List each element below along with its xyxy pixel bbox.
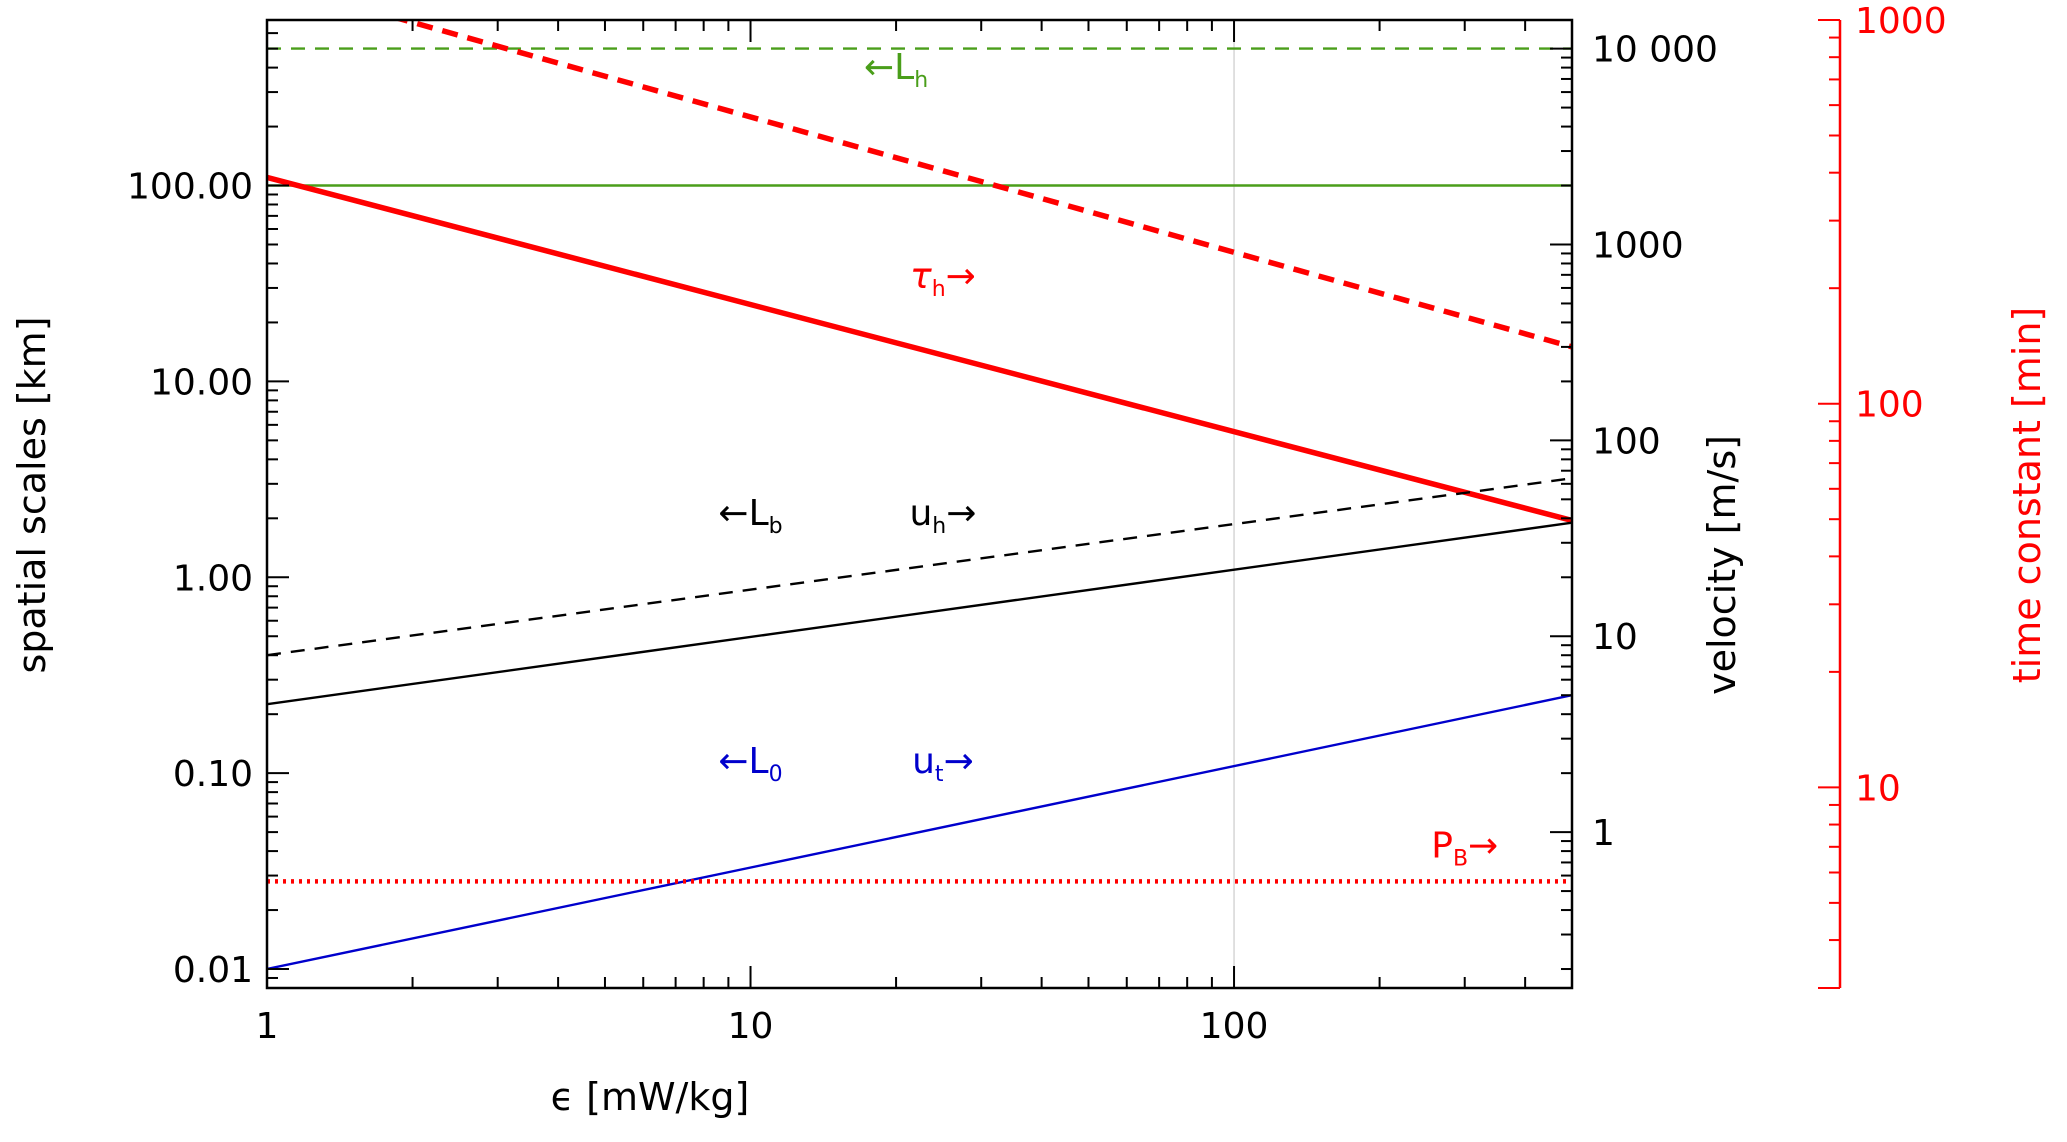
y-velocity-tick-label: 100 (1592, 421, 1661, 462)
annotation-arrow: → (1468, 826, 1498, 867)
annotation-label: τh→ (910, 256, 976, 302)
y-left-tick-label: 0.01 (173, 950, 253, 991)
annotation-label: uh→ (909, 493, 976, 539)
x-tick-label: 100 (1200, 1006, 1269, 1047)
y-time-tick-label: 1000 (1855, 1, 1947, 42)
x-tick-label: 1 (256, 1006, 279, 1047)
annotation-label: ←Lb (718, 493, 782, 539)
series-line-lb-solid (267, 521, 1572, 706)
annotation-label: ←L0 (718, 741, 782, 787)
y-axis-velocity-title: velocity [m/s] (1700, 435, 1744, 695)
annotation-arrow: → (946, 493, 976, 534)
annotation-subscript: h (914, 68, 928, 93)
y-velocity-tick-label: 1000 (1592, 225, 1684, 266)
y-velocity-tick-label: 10 (1592, 617, 1638, 658)
axes-group (265, 18, 1842, 990)
annotation-subscript: B (1453, 847, 1468, 872)
series-group (267, 20, 1572, 971)
annotation-main: ←L (864, 47, 914, 88)
x-axis-title: ϵ [mW/kg] (551, 1075, 750, 1119)
y-time-tick-label: 100 (1855, 385, 1924, 426)
annotation-label: ut→ (912, 741, 974, 787)
annotation-subscript: h (932, 514, 946, 539)
annotation-main: u (912, 741, 935, 782)
y-left-tick-label: 100.00 (127, 167, 253, 208)
annotation-main: ←L (718, 493, 768, 534)
annotation-main: τ (910, 256, 932, 297)
y-left-tick-label: 1.00 (173, 558, 253, 599)
x-tick-label: 10 (728, 1006, 774, 1047)
y-velocity-tick-label: 1 (1592, 813, 1615, 854)
annotation-main: ←L (718, 741, 768, 782)
series-line-ut-solid (267, 694, 1572, 971)
annotation-main: u (909, 493, 932, 534)
annotation-subscript: 0 (769, 762, 783, 787)
y-velocity-tick-label: 10 000 (1592, 30, 1718, 71)
annotation-subscript: b (769, 514, 783, 539)
series-line-h-dashed-thick (393, 20, 1572, 350)
annotation-subscript: h (932, 277, 946, 302)
series-line-h-solid-thick (267, 174, 1572, 524)
tick-labels-group: 1 10 1000.010.101.0010.00100.0011010010001… (127, 1, 1947, 1047)
y-left-tick-label: 10.00 (150, 362, 253, 403)
annotation-subscript: t (935, 762, 944, 787)
y-left-tick-label: 0.10 (173, 754, 253, 795)
y-time-tick-label: 10 (1855, 768, 1901, 809)
annotation-arrow: → (944, 741, 974, 782)
series-line-uh-dashed (267, 477, 1572, 657)
annotation-arrow: → (946, 256, 976, 297)
ticks-group (266, 19, 1840, 989)
y-axis-left-title: spatial scales [km] (10, 316, 54, 673)
y-axis-time-title: time constant [min] (2005, 307, 2049, 684)
annotation-label: PB→ (1431, 826, 1498, 872)
annotation-main: P (1431, 826, 1453, 867)
plot-frame (265, 18, 1574, 990)
annotation-label: ←Lh (864, 47, 928, 93)
